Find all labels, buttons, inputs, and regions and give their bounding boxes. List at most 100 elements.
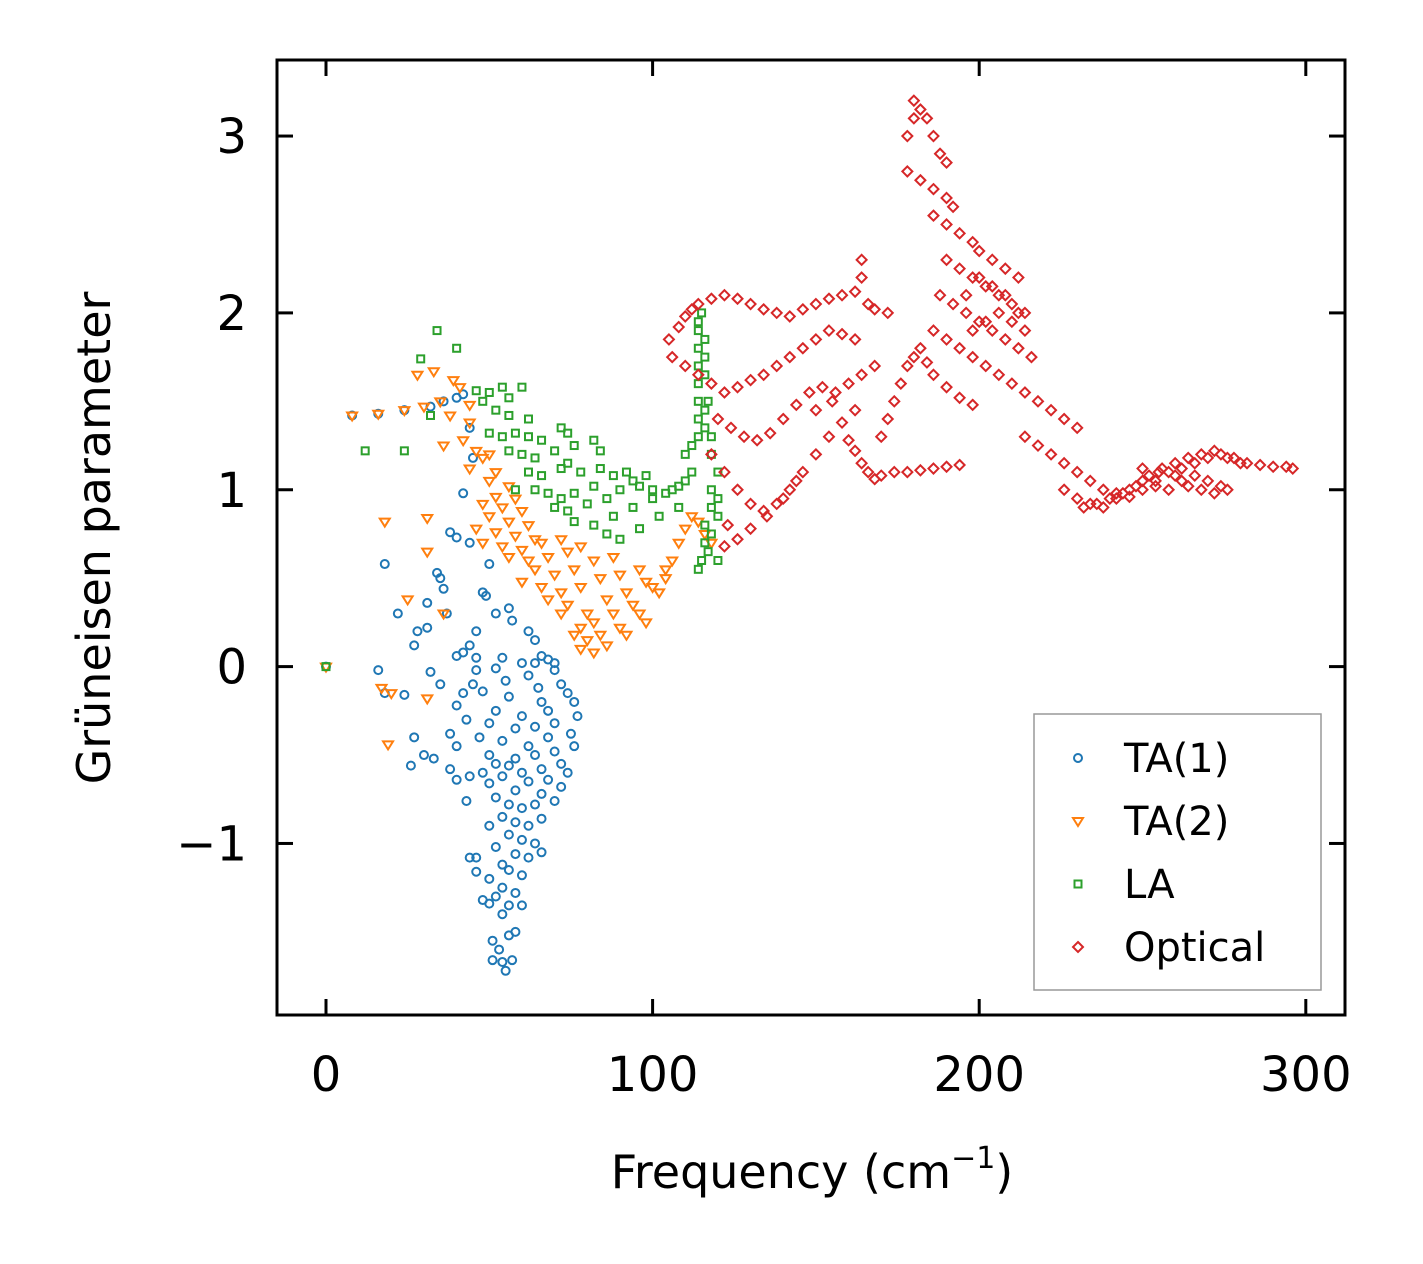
y-tick-label: 3 bbox=[216, 109, 247, 165]
data-point bbox=[543, 732, 554, 743]
data-point bbox=[410, 370, 425, 382]
data-point bbox=[907, 94, 921, 108]
data-point bbox=[537, 435, 547, 445]
data-point bbox=[1201, 451, 1215, 465]
data-point bbox=[718, 465, 731, 479]
data-point bbox=[550, 446, 560, 456]
data-point bbox=[517, 382, 527, 392]
data-point bbox=[665, 556, 679, 568]
data-point bbox=[433, 397, 448, 409]
data-point bbox=[516, 834, 527, 845]
data-point bbox=[426, 367, 441, 379]
data-point bbox=[985, 324, 999, 337]
data-point bbox=[495, 542, 510, 554]
data-point bbox=[516, 767, 527, 778]
data-point bbox=[1057, 412, 1071, 426]
data-point bbox=[497, 909, 508, 920]
data-point bbox=[693, 343, 703, 353]
data-point bbox=[500, 965, 511, 976]
data-point bbox=[1070, 465, 1084, 479]
data-point bbox=[802, 386, 816, 399]
data-point bbox=[510, 849, 521, 860]
data-point bbox=[713, 467, 723, 477]
data-point bbox=[1181, 451, 1195, 465]
data-point bbox=[855, 456, 869, 470]
data-point bbox=[972, 244, 986, 258]
data-point bbox=[1234, 456, 1247, 470]
y-tick-label: 2 bbox=[216, 286, 247, 342]
data-point bbox=[523, 852, 534, 863]
data-point bbox=[933, 288, 947, 302]
data-point bbox=[491, 405, 501, 415]
data-point bbox=[569, 741, 580, 752]
data-point bbox=[776, 492, 790, 506]
data-point bbox=[1194, 447, 1208, 461]
data-point bbox=[632, 565, 647, 577]
data-point bbox=[706, 485, 716, 495]
data-point bbox=[516, 900, 527, 911]
data-point bbox=[530, 838, 541, 849]
data-point bbox=[471, 852, 482, 863]
data-point bbox=[435, 679, 446, 690]
series-la bbox=[321, 308, 723, 672]
data-point bbox=[528, 565, 542, 577]
data-point bbox=[685, 302, 699, 316]
data-point bbox=[458, 688, 469, 699]
data-point bbox=[1168, 469, 1182, 483]
data-point bbox=[1214, 447, 1228, 461]
data-point bbox=[530, 453, 540, 463]
data-point bbox=[704, 377, 718, 391]
data-point bbox=[484, 898, 495, 909]
data-point bbox=[422, 622, 433, 633]
data-point bbox=[706, 432, 716, 442]
data-point bbox=[822, 430, 836, 444]
data-point bbox=[913, 103, 927, 116]
data-point bbox=[635, 524, 645, 534]
data-point bbox=[458, 488, 469, 499]
data-point bbox=[508, 531, 523, 543]
data-point bbox=[744, 373, 757, 387]
data-point bbox=[868, 472, 882, 486]
data-point bbox=[900, 165, 914, 178]
data-point bbox=[713, 511, 723, 521]
data-point bbox=[490, 758, 501, 769]
data-point bbox=[451, 532, 462, 543]
data-point bbox=[503, 760, 514, 771]
data-point bbox=[966, 271, 980, 284]
data-point bbox=[563, 428, 573, 438]
data-point bbox=[420, 547, 435, 559]
legend: TA(1) TA(2) LA Optical bbox=[1033, 713, 1322, 991]
data-point bbox=[639, 577, 653, 589]
data-point bbox=[1279, 460, 1293, 474]
data-point bbox=[497, 652, 508, 663]
data-point bbox=[940, 460, 953, 474]
data-point bbox=[972, 271, 986, 284]
data-point bbox=[420, 514, 435, 525]
data-point bbox=[445, 728, 456, 739]
data-point bbox=[556, 423, 566, 433]
data-point bbox=[464, 852, 475, 863]
data-point bbox=[530, 658, 541, 669]
data-point bbox=[940, 156, 953, 169]
data-point bbox=[417, 402, 431, 414]
data-point bbox=[477, 686, 488, 697]
data-point bbox=[979, 315, 993, 329]
data-point bbox=[1201, 474, 1215, 488]
data-point bbox=[635, 481, 645, 491]
data-point bbox=[713, 494, 723, 504]
data-point bbox=[1083, 474, 1097, 488]
data-point bbox=[536, 696, 547, 707]
data-point bbox=[494, 944, 505, 955]
data-point bbox=[503, 799, 514, 810]
data-point bbox=[572, 711, 583, 722]
data-point bbox=[600, 595, 614, 607]
data-point bbox=[789, 398, 803, 412]
data-point bbox=[966, 398, 980, 412]
data-point bbox=[652, 588, 666, 600]
data-point bbox=[573, 583, 588, 594]
data-point bbox=[1025, 350, 1038, 364]
data-point bbox=[475, 453, 490, 465]
data-point bbox=[503, 864, 514, 875]
legend-label: TA(1) bbox=[1123, 736, 1229, 782]
data-point bbox=[648, 494, 658, 504]
